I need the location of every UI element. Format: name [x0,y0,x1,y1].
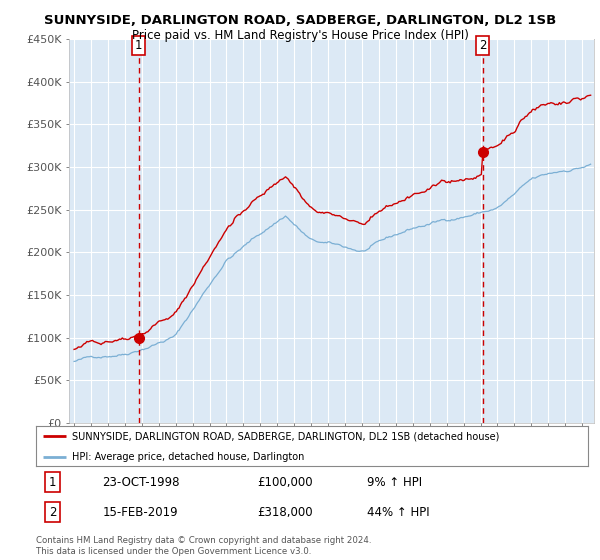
Text: £318,000: £318,000 [257,506,313,519]
Text: Price paid vs. HM Land Registry's House Price Index (HPI): Price paid vs. HM Land Registry's House … [131,29,469,42]
Text: 2: 2 [479,39,487,52]
Text: 15-FEB-2019: 15-FEB-2019 [102,506,178,519]
Text: Contains HM Land Registry data © Crown copyright and database right 2024.
This d: Contains HM Land Registry data © Crown c… [36,536,371,556]
Text: 44% ↑ HPI: 44% ↑ HPI [367,506,430,519]
Text: SUNNYSIDE, DARLINGTON ROAD, SADBERGE, DARLINGTON, DL2 1SB: SUNNYSIDE, DARLINGTON ROAD, SADBERGE, DA… [44,14,556,27]
Text: £100,000: £100,000 [257,475,313,488]
Text: HPI: Average price, detached house, Darlington: HPI: Average price, detached house, Darl… [72,452,304,462]
Text: 1: 1 [49,475,56,488]
Text: 23-OCT-1998: 23-OCT-1998 [102,475,180,488]
Text: 2: 2 [49,506,56,519]
Text: SUNNYSIDE, DARLINGTON ROAD, SADBERGE, DARLINGTON, DL2 1SB (detached house): SUNNYSIDE, DARLINGTON ROAD, SADBERGE, DA… [72,432,499,441]
Text: 9% ↑ HPI: 9% ↑ HPI [367,475,422,488]
Text: 1: 1 [135,39,142,52]
